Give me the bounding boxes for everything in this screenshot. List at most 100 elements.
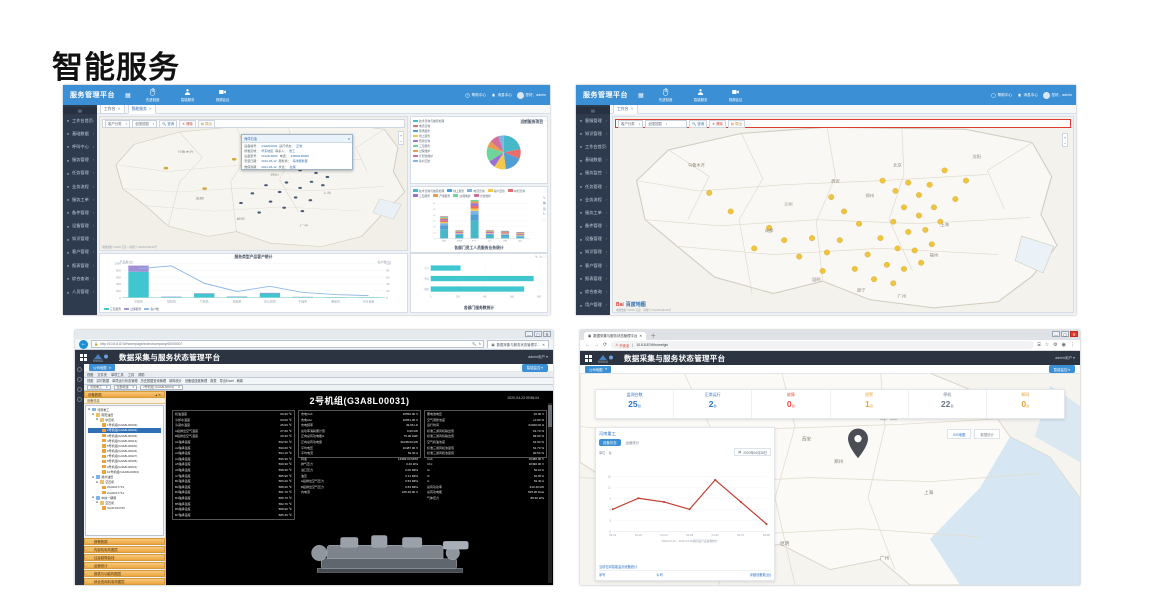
- accordion-header[interactable]: 内部机电构图层: [84, 546, 165, 553]
- sidebar-item-12[interactable]: ● 综合查询 ›: [63, 272, 97, 285]
- expander-icon[interactable]: ⊟: [96, 418, 99, 422]
- legend-item[interactable]: 三包服务: [104, 307, 121, 311]
- sidebar-item-5[interactable]: ● 业务流程 ›: [63, 180, 97, 193]
- nav-dot-icon[interactable]: [77, 387, 82, 392]
- pie-slice[interactable]: [490, 136, 504, 153]
- sidebar-item-12[interactable]: ● 报表管理 ›: [576, 272, 610, 285]
- toolbar-item[interactable]: 视图: [87, 379, 94, 384]
- bar-segment[interactable]: [485, 230, 494, 232]
- tree-node[interactable]: 7号机组(G3A8L00027): [88, 454, 161, 459]
- menu-item[interactable]: 单项工具: [110, 373, 124, 377]
- page-chip[interactable]: 公司地图 ✕: [585, 365, 612, 373]
- bar-segment[interactable]: [455, 233, 464, 234]
- bar-segment[interactable]: [128, 271, 149, 298]
- bar-segment[interactable]: [516, 234, 525, 236]
- pie-slice[interactable]: [503, 149, 521, 159]
- bar-segment[interactable]: [194, 293, 215, 294]
- browser-tab[interactable]: ▣ 数据采集与服务状态管理平台 ✕: [584, 331, 647, 340]
- tree-node[interactable]: ⊟ 郑州油田: [88, 474, 161, 479]
- legend-item[interactable]: 过保服务: [124, 307, 141, 311]
- menu-toggle-icon[interactable]: ▦: [638, 92, 644, 99]
- zoom-in-button[interactable]: +: [1063, 134, 1067, 140]
- legend-item[interactable]: 电话咨询: [413, 124, 461, 128]
- bar-segment[interactable]: [516, 232, 525, 233]
- sidebar-item-2[interactable]: ● 呼叫中心 ›: [63, 140, 97, 153]
- bar-segment[interactable]: [485, 231, 494, 233]
- map-zoom-control[interactable]: + −: [1062, 133, 1068, 147]
- user-menu[interactable]: admin用户 ▾: [528, 354, 548, 359]
- sidebar-item-1[interactable]: ● 基础数据 ›: [63, 127, 97, 140]
- status-stat[interactable]: 停机 22台: [909, 390, 987, 418]
- message-center[interactable]: 消息中心: [491, 93, 512, 98]
- expander-icon[interactable]: ⊟: [88, 408, 91, 412]
- pie-slice[interactable]: [498, 135, 504, 153]
- zoom-out-button[interactable]: −: [399, 138, 403, 144]
- tree-node[interactable]: 3号机组(G3A8L00033): [88, 433, 161, 438]
- expander-icon[interactable]: ⊟: [92, 413, 95, 417]
- sidebar-item-6[interactable]: ● 服务工单 ›: [63, 193, 97, 206]
- map-panel[interactable]: 客户分类 ▾ 全国范围 ▾ 🔍 查询 ✕ 清除 ▤ 导出: [99, 116, 408, 251]
- accordion-header[interactable]: 报表与功能构图层: [84, 570, 165, 577]
- user-menu[interactable]: admin用户 ▾: [1055, 355, 1075, 360]
- minimize-button[interactable]: —: [1052, 331, 1060, 337]
- grid-menu-icon[interactable]: [80, 353, 87, 361]
- data-point[interactable]: [714, 478, 717, 481]
- legend-item[interactable]: 客户回访: [487, 189, 505, 193]
- close-icon[interactable]: ✕: [117, 107, 121, 111]
- tree-node[interactable]: ⊟ 中压机: [88, 417, 161, 422]
- bar-segment[interactable]: [470, 207, 479, 211]
- refresh-icon[interactable]: ↻: [539, 118, 543, 122]
- accordion-header[interactable]: 运营统计: [84, 562, 165, 569]
- bar-icon[interactable]: ▥: [542, 206, 546, 211]
- forward-icon[interactable]: →: [594, 342, 599, 348]
- bar-segment[interactable]: [455, 229, 464, 231]
- status-stat[interactable]: 正常运行 2台: [674, 390, 753, 418]
- bar-segment[interactable]: [516, 236, 525, 238]
- sidebar-item-3[interactable]: ● 基础数据 ›: [576, 154, 610, 167]
- sidebar-item-13[interactable]: ● 综合查询 ›: [576, 285, 610, 298]
- edit-icon[interactable]: ✎: [534, 255, 538, 259]
- header-nav-item[interactable]: 先进制造: [653, 88, 679, 102]
- edit-icon[interactable]: ✎: [521, 118, 525, 122]
- legend-item[interactable]: 过保维护: [453, 194, 471, 198]
- sidebar-collapse-icon[interactable]: ▤: [576, 107, 610, 114]
- data-point[interactable]: [662, 500, 666, 503]
- sidebar-item-13[interactable]: ● 人员管理 ›: [63, 285, 97, 298]
- status-stat[interactable]: 监测台数 25台: [596, 390, 675, 418]
- sidebar-item-9[interactable]: ● 知识管理 ›: [63, 233, 97, 246]
- bar-segment[interactable]: [501, 235, 510, 238]
- tree-node[interactable]: 5号机组(G3A8L00020): [88, 443, 161, 448]
- region-select[interactable]: 全国范围 ▾: [132, 119, 158, 128]
- legend-item[interactable]: 线上服务: [413, 134, 461, 138]
- toolbar-item[interactable]: 刷新: [236, 379, 244, 384]
- tree-node[interactable]: ⊟ 空压机: [88, 480, 161, 485]
- tree-node[interactable]: ⊟ 南阳油田: [88, 412, 161, 417]
- menu-item[interactable]: 文件夹: [97, 373, 107, 377]
- bar-segment[interactable]: [440, 225, 449, 229]
- bar-segment[interactable]: [516, 233, 525, 234]
- user-menu[interactable]: 您好，admin: [1042, 91, 1072, 99]
- tree-node[interactable]: 2号机组(G3A8L00031): [88, 427, 161, 433]
- pie-slice[interactable]: [489, 152, 504, 167]
- header-nav-item[interactable]: 智能服务: [688, 88, 714, 102]
- pie-slice[interactable]: [486, 147, 504, 162]
- reload-icon[interactable]: ⟳: [603, 342, 608, 348]
- sidebar-item-5[interactable]: ● 任务管理 ›: [576, 180, 610, 193]
- hbar[interactable]: [430, 286, 525, 292]
- bar-segment[interactable]: [440, 215, 449, 217]
- data-stats-button[interactable]: 数据统计: [974, 429, 1000, 439]
- expander-icon[interactable]: ⊟: [92, 496, 95, 500]
- pie-icon[interactable]: ◔: [530, 118, 533, 122]
- bar-segment[interactable]: [440, 217, 449, 219]
- tab-operation-stats[interactable]: 运营统计: [625, 441, 640, 445]
- tree-node[interactable]: 9号机组(G3A8L00021): [88, 464, 161, 469]
- legend-item[interactable]: 产保服务: [433, 194, 450, 198]
- tree-node[interactable]: ZA32017714: [88, 490, 161, 495]
- sidebar-item-0[interactable]: ● 工作台首页 ›: [63, 114, 97, 127]
- bar-segment[interactable]: [470, 202, 479, 206]
- refresh-icon[interactable]: ↻: [539, 255, 543, 259]
- close-icon[interactable]: ✕: [630, 107, 634, 111]
- bar-segment[interactable]: [485, 229, 494, 231]
- close-icon[interactable]: ✕: [639, 333, 643, 338]
- legend-item[interactable]: 计划性维护: [413, 154, 461, 158]
